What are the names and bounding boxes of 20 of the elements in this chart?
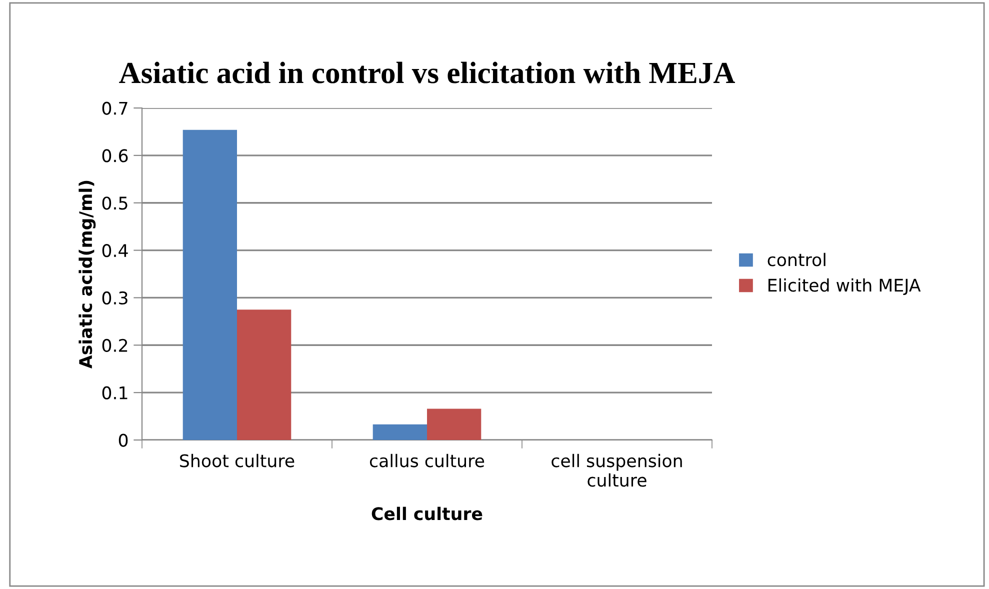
y-axis-title: Asiatic acid(mg/ml) [78,180,96,369]
bar [237,310,292,440]
x-tick-label: Shoot culture [180,454,294,468]
y-tick-label: 0.5 [102,196,128,210]
y-tick-label: 0.6 [102,149,128,162]
chart-title: Asiatic acid in control vs elicitation with MEJA [119,62,736,84]
y-tick-label: 0 [118,434,128,447]
y-tick-label: 0.7 [102,102,128,115]
legend-label: control [768,252,826,266]
y-tick-label: 0.3 [102,291,128,305]
y-tick-label: 0.4 [102,244,128,258]
x-tick-label: callus culture [370,454,484,468]
bar [372,424,427,440]
y-tick-label: 0.1 [102,386,128,400]
x-axis-title: Cell culture [372,506,482,520]
bar [427,408,482,440]
legend-label: Elicited with MEJA [768,278,921,296]
bar [182,130,237,440]
y-tick-label: 0.2 [102,338,128,352]
x-tick-label: cell suspension culture [552,454,682,487]
